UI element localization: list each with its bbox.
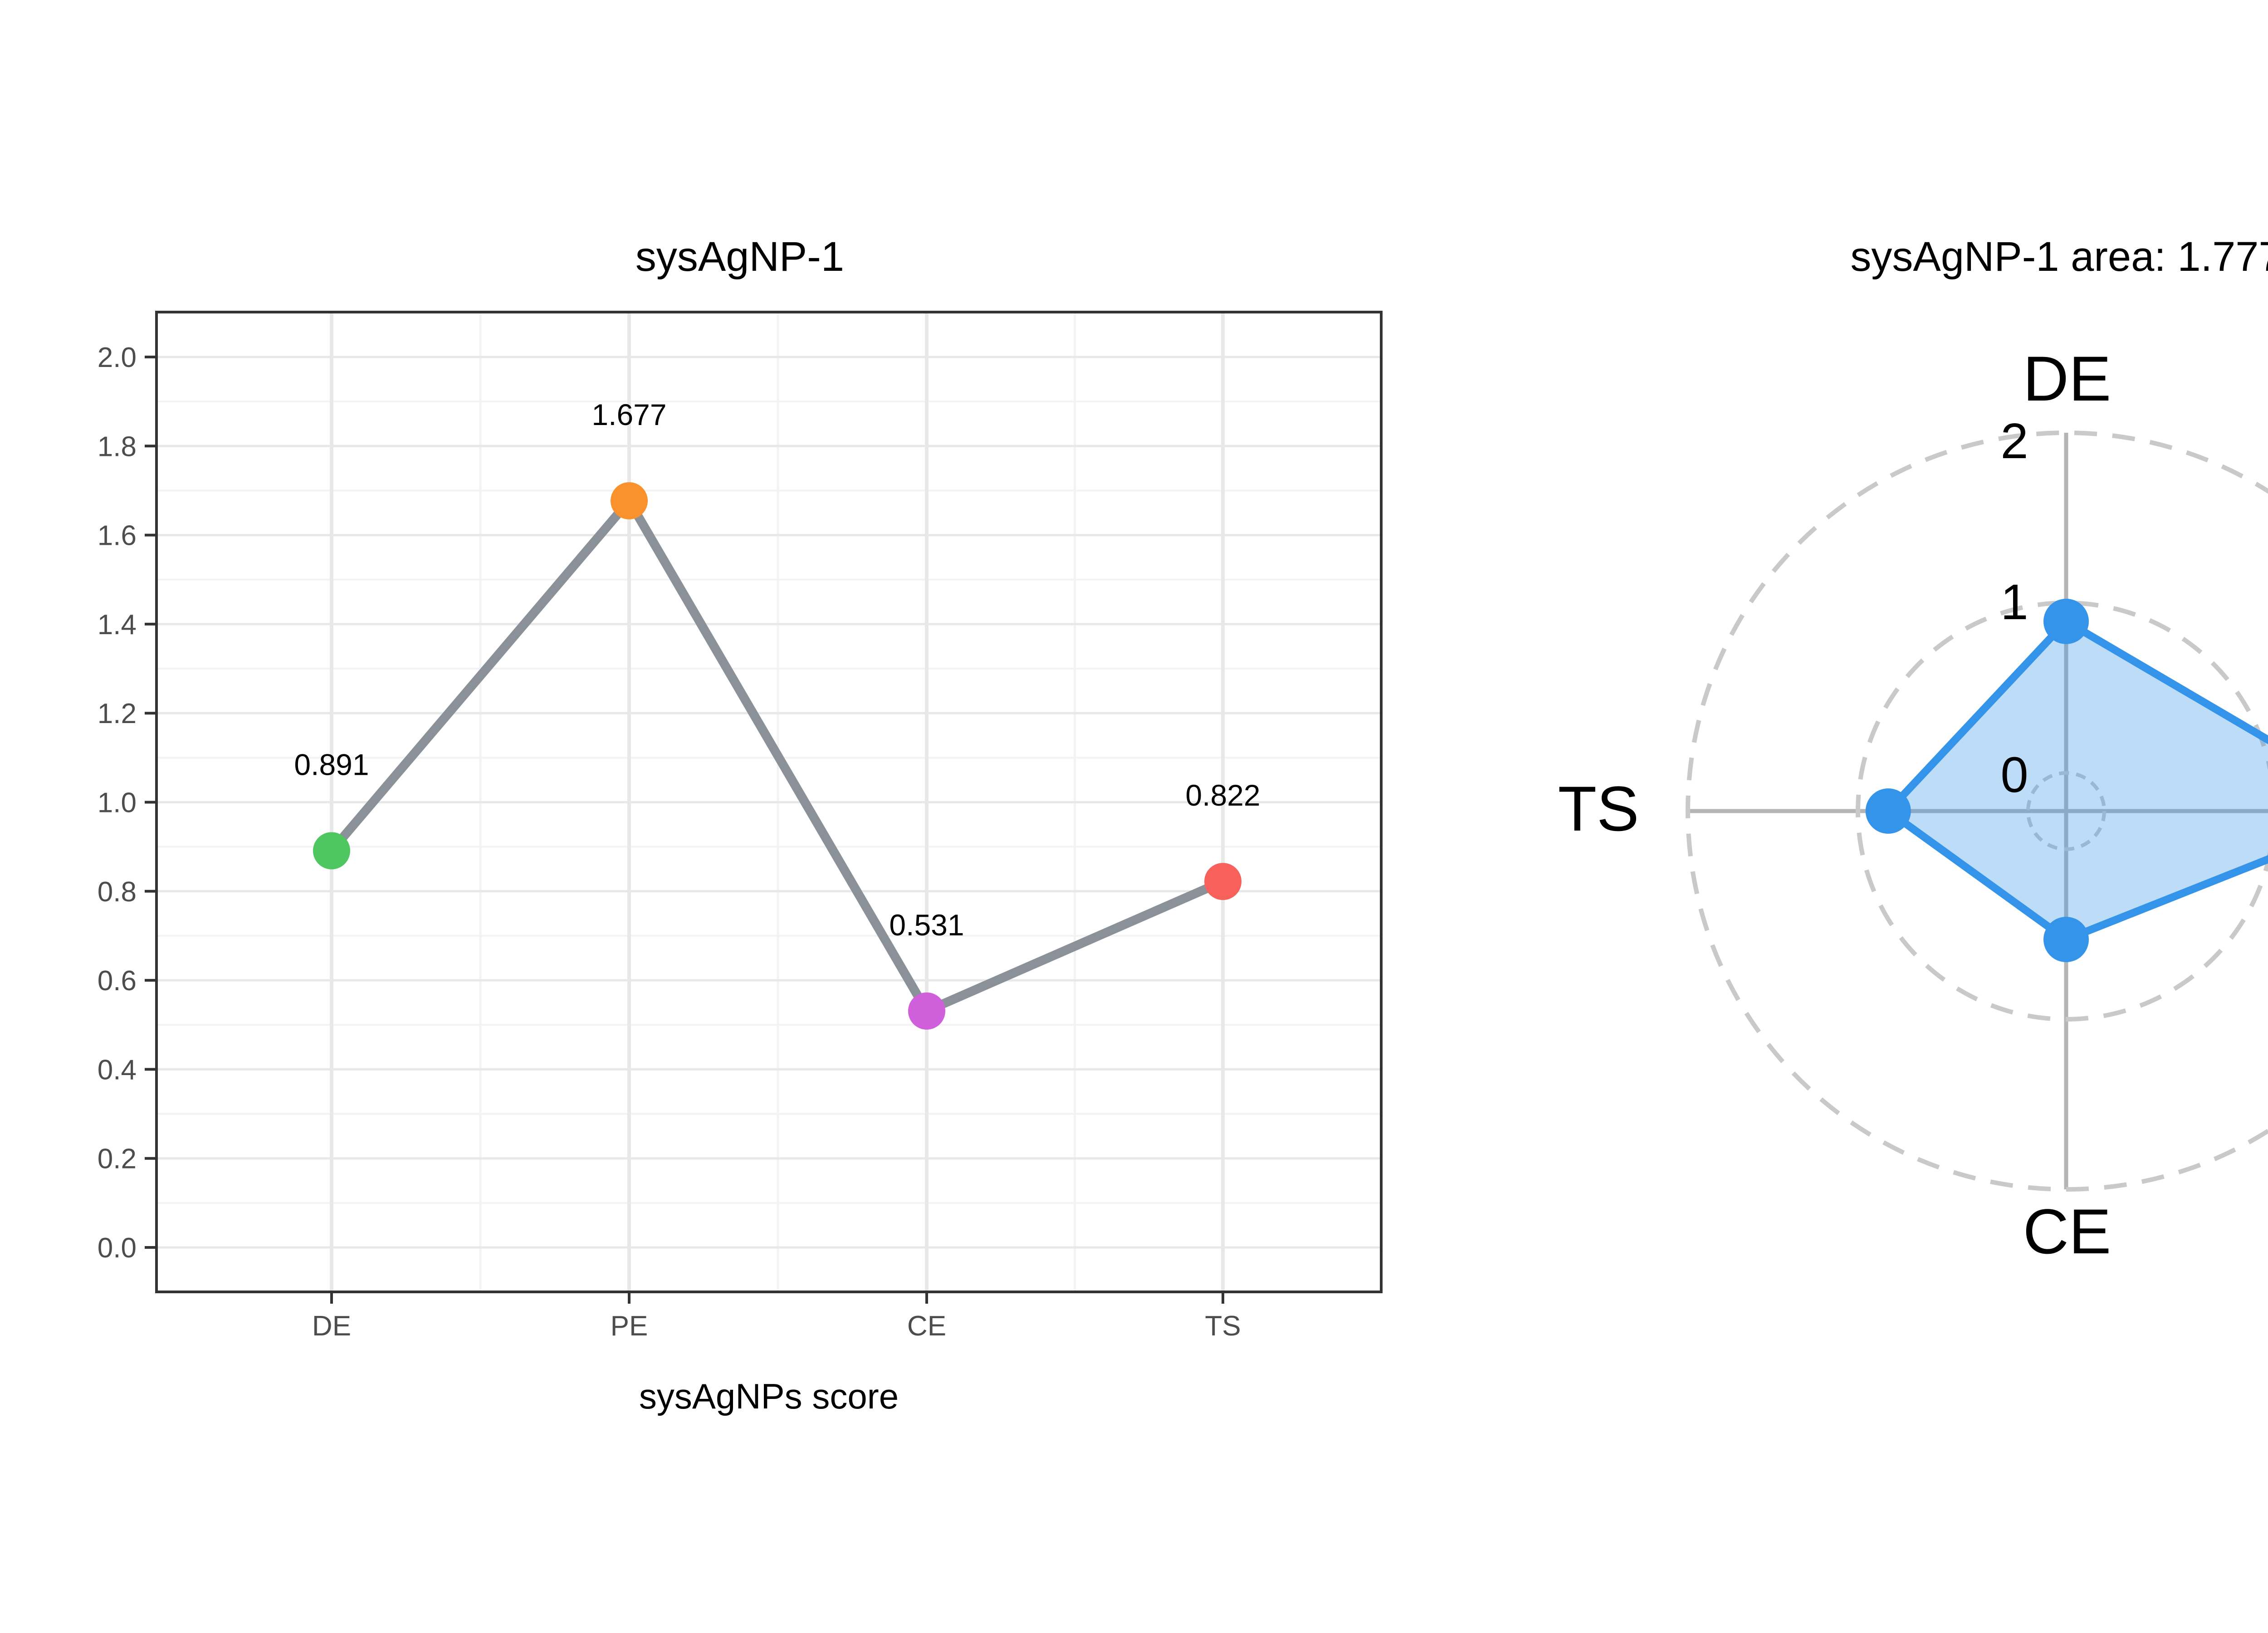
data-point-CE — [908, 992, 945, 1030]
data-point-label-DE: 0.891 — [294, 748, 369, 781]
data-point-PE — [611, 482, 648, 520]
y-tick-label: 0.4 — [98, 1054, 137, 1085]
data-point-label-CE: 0.531 — [889, 908, 964, 942]
y-tick-label: 0.2 — [98, 1144, 137, 1175]
y-tick-label: 1.4 — [98, 609, 137, 640]
y-tick-label: 0.6 — [98, 965, 137, 997]
radar-ring-0 — [2026, 771, 2106, 851]
line-chart-title: sysAgNP-1 — [635, 234, 845, 280]
data-point-TS — [1204, 863, 1242, 900]
radar-polygon — [1884, 617, 2268, 944]
radar-ring-label-1: 1 — [2000, 574, 2028, 630]
radar-chart: 012DEPECETS — [1558, 343, 2268, 1267]
radar-ring-label-2: 2 — [2000, 413, 2028, 469]
radar-vertex-DE — [2043, 598, 2089, 644]
x-tick-label: CE — [907, 1310, 946, 1342]
radar-axis-label-CE: CE — [2023, 1196, 2111, 1267]
radar-ring-1 — [1856, 601, 2268, 1022]
radar-axis-label-DE: DE — [2023, 343, 2111, 414]
data-point-DE — [313, 832, 350, 870]
x-tick-label: PE — [611, 1310, 648, 1342]
x-tick-label: DE — [312, 1310, 351, 1342]
series-line — [328, 496, 1225, 1016]
radar-axis-label-TS: TS — [1558, 773, 1639, 844]
x-tick-label: TS — [1205, 1310, 1241, 1342]
radar-chart-title: sysAgNP-1 area: 1.777 — [1850, 234, 2268, 280]
radar-vertex-CE — [2043, 917, 2089, 963]
y-tick-label: 2.0 — [98, 342, 137, 373]
y-tick-label: 1.6 — [98, 520, 137, 552]
y-tick-label: 0.8 — [98, 876, 137, 908]
data-point-label-TS: 0.822 — [1185, 778, 1260, 812]
y-tick-label: 1.0 — [98, 787, 137, 819]
y-tick-label: 1.8 — [98, 431, 137, 462]
radar-ring-label-0: 0 — [2000, 747, 2028, 803]
x-axis-title: sysAgNPs score — [639, 1376, 899, 1416]
radar-vertex-TS — [1865, 788, 1911, 834]
radar-ring-2 — [1686, 430, 2268, 1192]
y-tick-label: 1.2 — [98, 698, 137, 729]
line-chart: 0.0 0.2 0.4 0.6 0.8 1.0 1.2 1.4 1.6 1.8 2.0 DE PE CE T… — [98, 311, 1383, 1416]
y-tick-label: 0.0 — [98, 1232, 137, 1264]
data-point-label-PE: 1.677 — [591, 398, 666, 431]
